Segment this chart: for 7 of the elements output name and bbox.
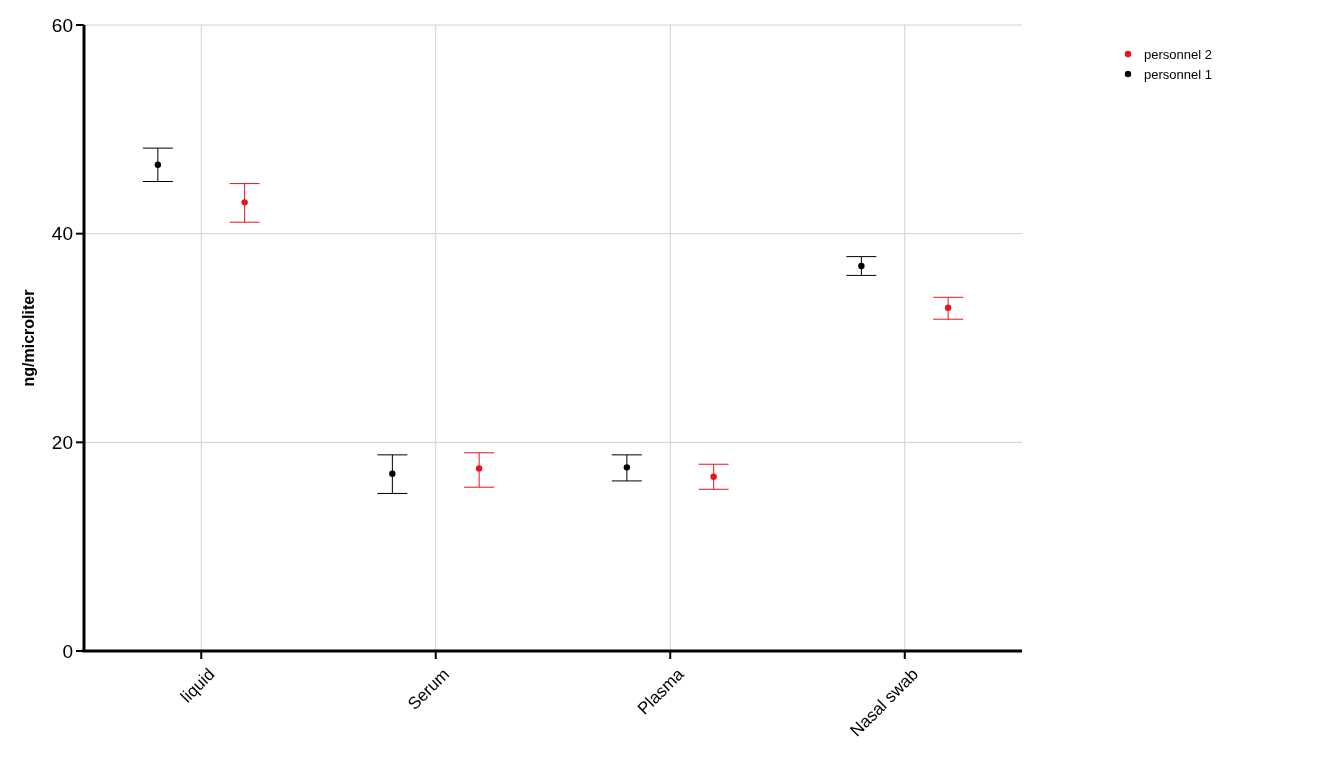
legend-label: personnel 1 [1144,66,1212,82]
y-tick-label: 60 [51,14,73,36]
y-tick-label: 0 [62,640,73,662]
y-tick-label: 40 [51,223,73,245]
y-tick-label: 20 [51,431,73,453]
y-axis-title: ng/microliter [20,289,37,387]
legend-label: personnel 2 [1144,46,1212,62]
